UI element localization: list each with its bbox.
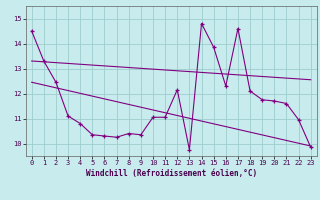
X-axis label: Windchill (Refroidissement éolien,°C): Windchill (Refroidissement éolien,°C)	[86, 169, 257, 178]
